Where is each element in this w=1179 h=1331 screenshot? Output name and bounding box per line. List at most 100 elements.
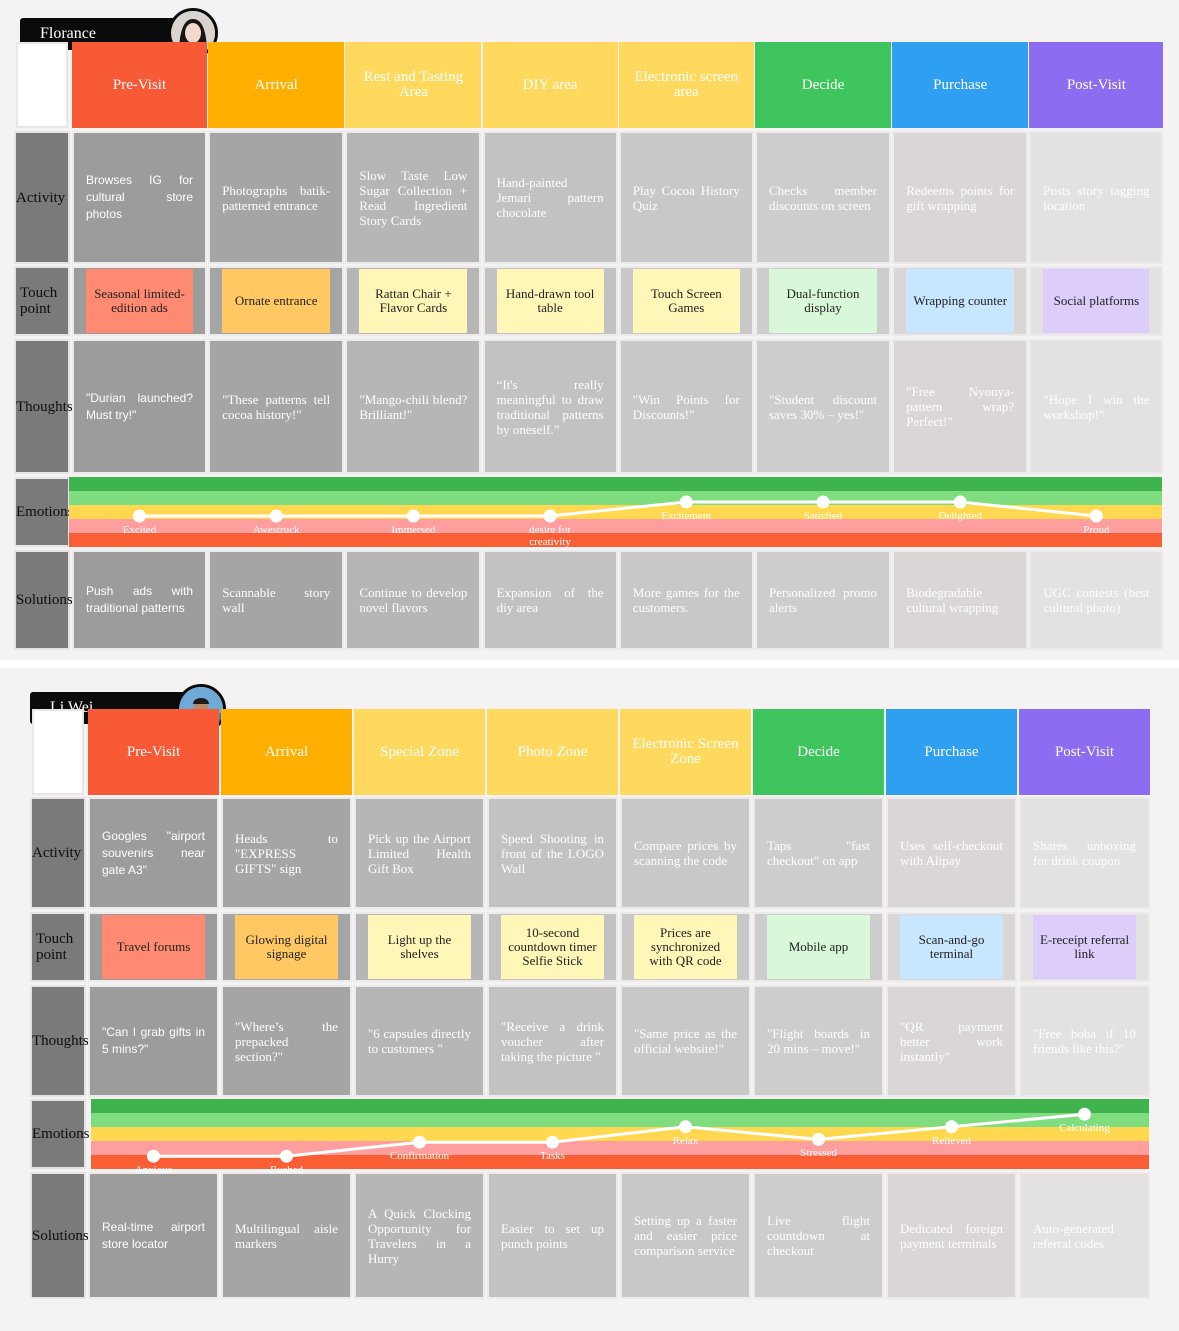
phase-header-arrival: Arrival bbox=[221, 709, 352, 795]
phase-header-special-zone: Special Zone bbox=[354, 709, 485, 795]
solution-text: Setting up a faster and easier price com… bbox=[634, 1213, 737, 1258]
emotion-point bbox=[147, 1149, 160, 1163]
thought-text: "6 capsules directly to customers " bbox=[368, 1026, 471, 1056]
emotion-point bbox=[953, 495, 967, 509]
thought-cell: "Student discount saves 30% – yes!" bbox=[755, 339, 891, 474]
thought-cell: "Receive a drink voucher after taking th… bbox=[487, 985, 618, 1097]
emotion-label: Excitement bbox=[661, 510, 712, 522]
row-label-activity: Activity bbox=[30, 797, 86, 909]
touchpoint-sticky: Seasonal limited-edition ads bbox=[86, 269, 193, 333]
touchpoint-sticky: Wrapping counter bbox=[906, 269, 1015, 333]
emotion-label: Anxious bbox=[134, 1164, 173, 1177]
touchpoint-sticky: Hand-drawn tool table bbox=[496, 269, 604, 333]
emotion-point bbox=[679, 495, 693, 509]
activity-cell: Speed Shooting in front of the LOGO Wall bbox=[487, 797, 618, 909]
thought-text: "Student discount saves 30% – yes!" bbox=[769, 391, 877, 422]
emotion-point bbox=[406, 509, 420, 523]
solution-text: More games for the customers. bbox=[632, 585, 740, 615]
emotion-band bbox=[91, 1099, 1149, 1114]
thought-cell: "Durian launched? Must try!" bbox=[72, 339, 207, 474]
activity-text: Speed Shooting in front of the LOGO Wall bbox=[501, 830, 604, 876]
thought-text: "Win Points for Discounts!" bbox=[632, 391, 740, 422]
touchpoint-sticky: Mobile app bbox=[767, 915, 870, 979]
phase-header-decide: Decide bbox=[755, 42, 891, 128]
touchpoint-sticky: Social platforms bbox=[1043, 269, 1150, 333]
emotion-label: Delighted bbox=[938, 510, 982, 522]
touchpoint-sticky: Scan-and-go terminal bbox=[900, 915, 1003, 979]
solution-text: Expansion of the diy area bbox=[496, 585, 604, 615]
solution-text: Push ads with traditional patterns bbox=[86, 584, 193, 615]
activity-text: Photographs batik-patterned entrance bbox=[222, 182, 331, 213]
thought-text: "Flight boards in 20 mins – move!" bbox=[767, 1026, 870, 1056]
activity-text: Uses self-checkout with Alipay bbox=[900, 838, 1003, 868]
journey-panel-li-wei: Li Wei Pre-Visit Arrival Special Zone Photo … bbox=[0, 668, 1179, 1331]
thought-cell: "Where’s the prepacked section?" bbox=[221, 985, 352, 1097]
activity-text: Pick up the Airport Limited Health Gift … bbox=[368, 830, 471, 876]
emotion-label: Relax bbox=[672, 1134, 699, 1147]
row-label-activity: Activity bbox=[14, 131, 70, 264]
row-label-emotions: Emotions bbox=[14, 477, 74, 547]
emotion-curve-chart bbox=[91, 1099, 1149, 1169]
thought-cell: "These patterns tell cocoa history!" bbox=[208, 339, 345, 474]
solution-cell: Expansion of the diy area bbox=[482, 550, 618, 650]
thought-text: "Mango-chili blend? Brilliant!" bbox=[359, 391, 468, 422]
activity-cell: Uses self-checkout with Alipay bbox=[886, 797, 1017, 909]
touchpoint-sticky: Rattan Chair + Flavor Cards bbox=[359, 269, 468, 333]
journey-panel-florance: Florance Pre-Visit Arrival Rest and Tasting… bbox=[0, 0, 1179, 660]
activity-cell: Slow Taste Low Sugar Collection + Read I… bbox=[345, 131, 482, 264]
solution-text: Continue to develop novel flavors bbox=[359, 585, 468, 615]
touchpoint-sticky: Prices are synchronized with QR code bbox=[634, 915, 737, 979]
emotion-band bbox=[69, 477, 1162, 492]
emotion-band bbox=[91, 1113, 1149, 1128]
emotion-band bbox=[69, 533, 1162, 547]
phase-header-purchase: Purchase bbox=[892, 42, 1029, 128]
thought-text: "Where’s the prepacked section?" bbox=[235, 1018, 338, 1064]
emotion-band bbox=[69, 491, 1162, 506]
emotion-point bbox=[945, 1120, 958, 1134]
solution-text: Live flight countdown at checkout bbox=[767, 1213, 870, 1258]
activity-cell: Browses IG for cultural store photos bbox=[72, 131, 207, 264]
activity-cell: Play Cocoa History Quiz bbox=[618, 131, 754, 264]
row-label-emotions: Emotions bbox=[30, 1099, 90, 1169]
emotion-band bbox=[91, 1155, 1149, 1169]
thought-cell: “It's really meaningful to draw traditio… bbox=[482, 339, 618, 474]
activity-cell: Posts story tagging location bbox=[1029, 131, 1164, 264]
activity-text: Compare prices by scanning the code bbox=[634, 838, 737, 868]
solution-cell: Push ads with traditional patterns bbox=[72, 550, 207, 650]
thought-cell: "Flight boards in 20 mins – move!" bbox=[753, 985, 884, 1097]
touchpoint-sticky: 10-second countdown timer Selfie Stick bbox=[501, 915, 604, 979]
emotion-band bbox=[69, 519, 1162, 534]
solution-text: Real-time airport store locator bbox=[102, 1219, 205, 1251]
solution-cell: Setting up a faster and easier price com… bbox=[620, 1172, 751, 1299]
solution-cell: A Quick Clocking Opportunity for Travele… bbox=[354, 1172, 485, 1299]
solution-cell: Scannable story wall bbox=[208, 550, 345, 650]
phase-header-electronic-screen-zone: Electronic Screen Zone bbox=[620, 709, 751, 795]
solution-text: Scannable story wall bbox=[222, 585, 331, 615]
solution-cell: Easier to set up punch points bbox=[487, 1172, 618, 1299]
thought-cell: "QR payment better work instantly" bbox=[886, 985, 1017, 1097]
touchpoint-sticky: Travel forums bbox=[102, 915, 205, 979]
activity-cell: Pick up the Airport Limited Health Gift … bbox=[354, 797, 485, 909]
row-label-solutions: Solutions bbox=[30, 1172, 89, 1299]
thought-text: "Can I grab gifts in 5 mins?" bbox=[102, 1025, 205, 1056]
activity-text: Play Cocoa History Quiz bbox=[632, 182, 740, 213]
activity-text: Redeems points for gift wrapping bbox=[906, 182, 1015, 213]
row-label-touch: Touch point bbox=[30, 912, 86, 982]
touchpoint-sticky: Dual-function display bbox=[769, 269, 877, 333]
emotion-label: Immersed bbox=[391, 524, 436, 536]
solution-cell: Dedicated foreign payment terminals bbox=[886, 1172, 1017, 1299]
phase-header-purchase: Purchase bbox=[886, 709, 1017, 795]
touchpoint-sticky: Glowing digital signage bbox=[235, 915, 338, 979]
emotion-label: Relieved bbox=[931, 1134, 972, 1147]
solution-cell: Auto-generated referral codes bbox=[1019, 1172, 1150, 1299]
corner-blank bbox=[16, 42, 68, 128]
row-label-touch: Touch point bbox=[14, 266, 70, 336]
thought-cell: "Can I grab gifts in 5 mins?" bbox=[88, 985, 219, 1097]
activity-cell: Heads to "EXPRESS GIFTS" sign bbox=[221, 797, 352, 909]
phase-header-photo-zone: Photo Zone bbox=[487, 709, 618, 795]
solution-text: Auto-generated referral codes bbox=[1033, 1220, 1114, 1251]
solution-text: Multilingual aisle markers bbox=[235, 1220, 338, 1251]
emotion-point bbox=[812, 1132, 825, 1146]
phase-header-arrival: Arrival bbox=[208, 42, 345, 128]
activity-cell: Checks member discounts on screen bbox=[755, 131, 891, 264]
